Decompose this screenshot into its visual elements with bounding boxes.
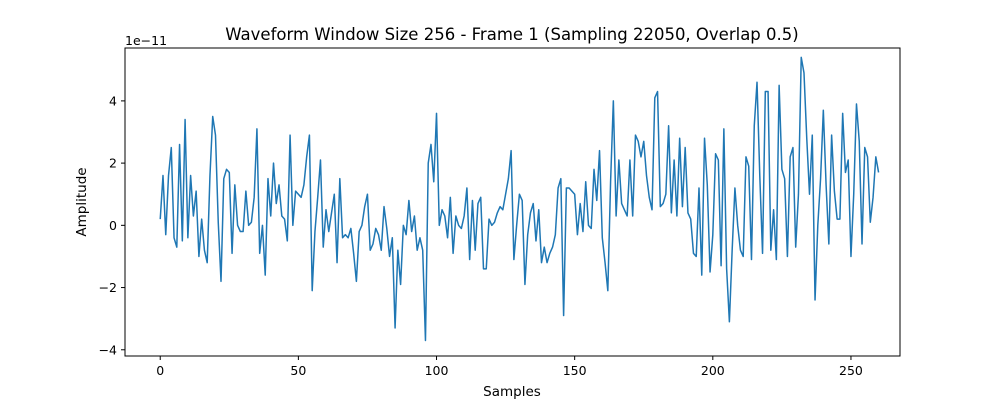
axis-ticks: 0 50 100 150 200 250 −4 −2 0 2 4 [99,93,863,378]
x-tick-label: 250 [839,363,863,378]
x-tick-label: 100 [425,363,449,378]
plot-frame [124,47,901,357]
y-axis-label: Amplitude [74,167,90,236]
x-tick-label: 200 [701,363,725,378]
series-group [159,56,880,342]
y-tick-label: −4 [99,342,117,357]
chart-title: Waveform Window Size 256 - Frame 1 (Samp… [225,25,798,44]
y-offset-label: 1e−11 [125,33,167,48]
x-tick-label: 50 [290,363,306,378]
x-tick-label: 0 [156,363,164,378]
waveform-line [159,56,880,342]
y-tick-label: −2 [99,280,117,295]
x-axis-label: Samples [483,384,541,400]
x-tick-label: 150 [563,363,587,378]
y-tick-label: 0 [109,218,117,233]
y-tick-label: 2 [109,156,117,171]
y-tick-label: 4 [109,93,117,108]
